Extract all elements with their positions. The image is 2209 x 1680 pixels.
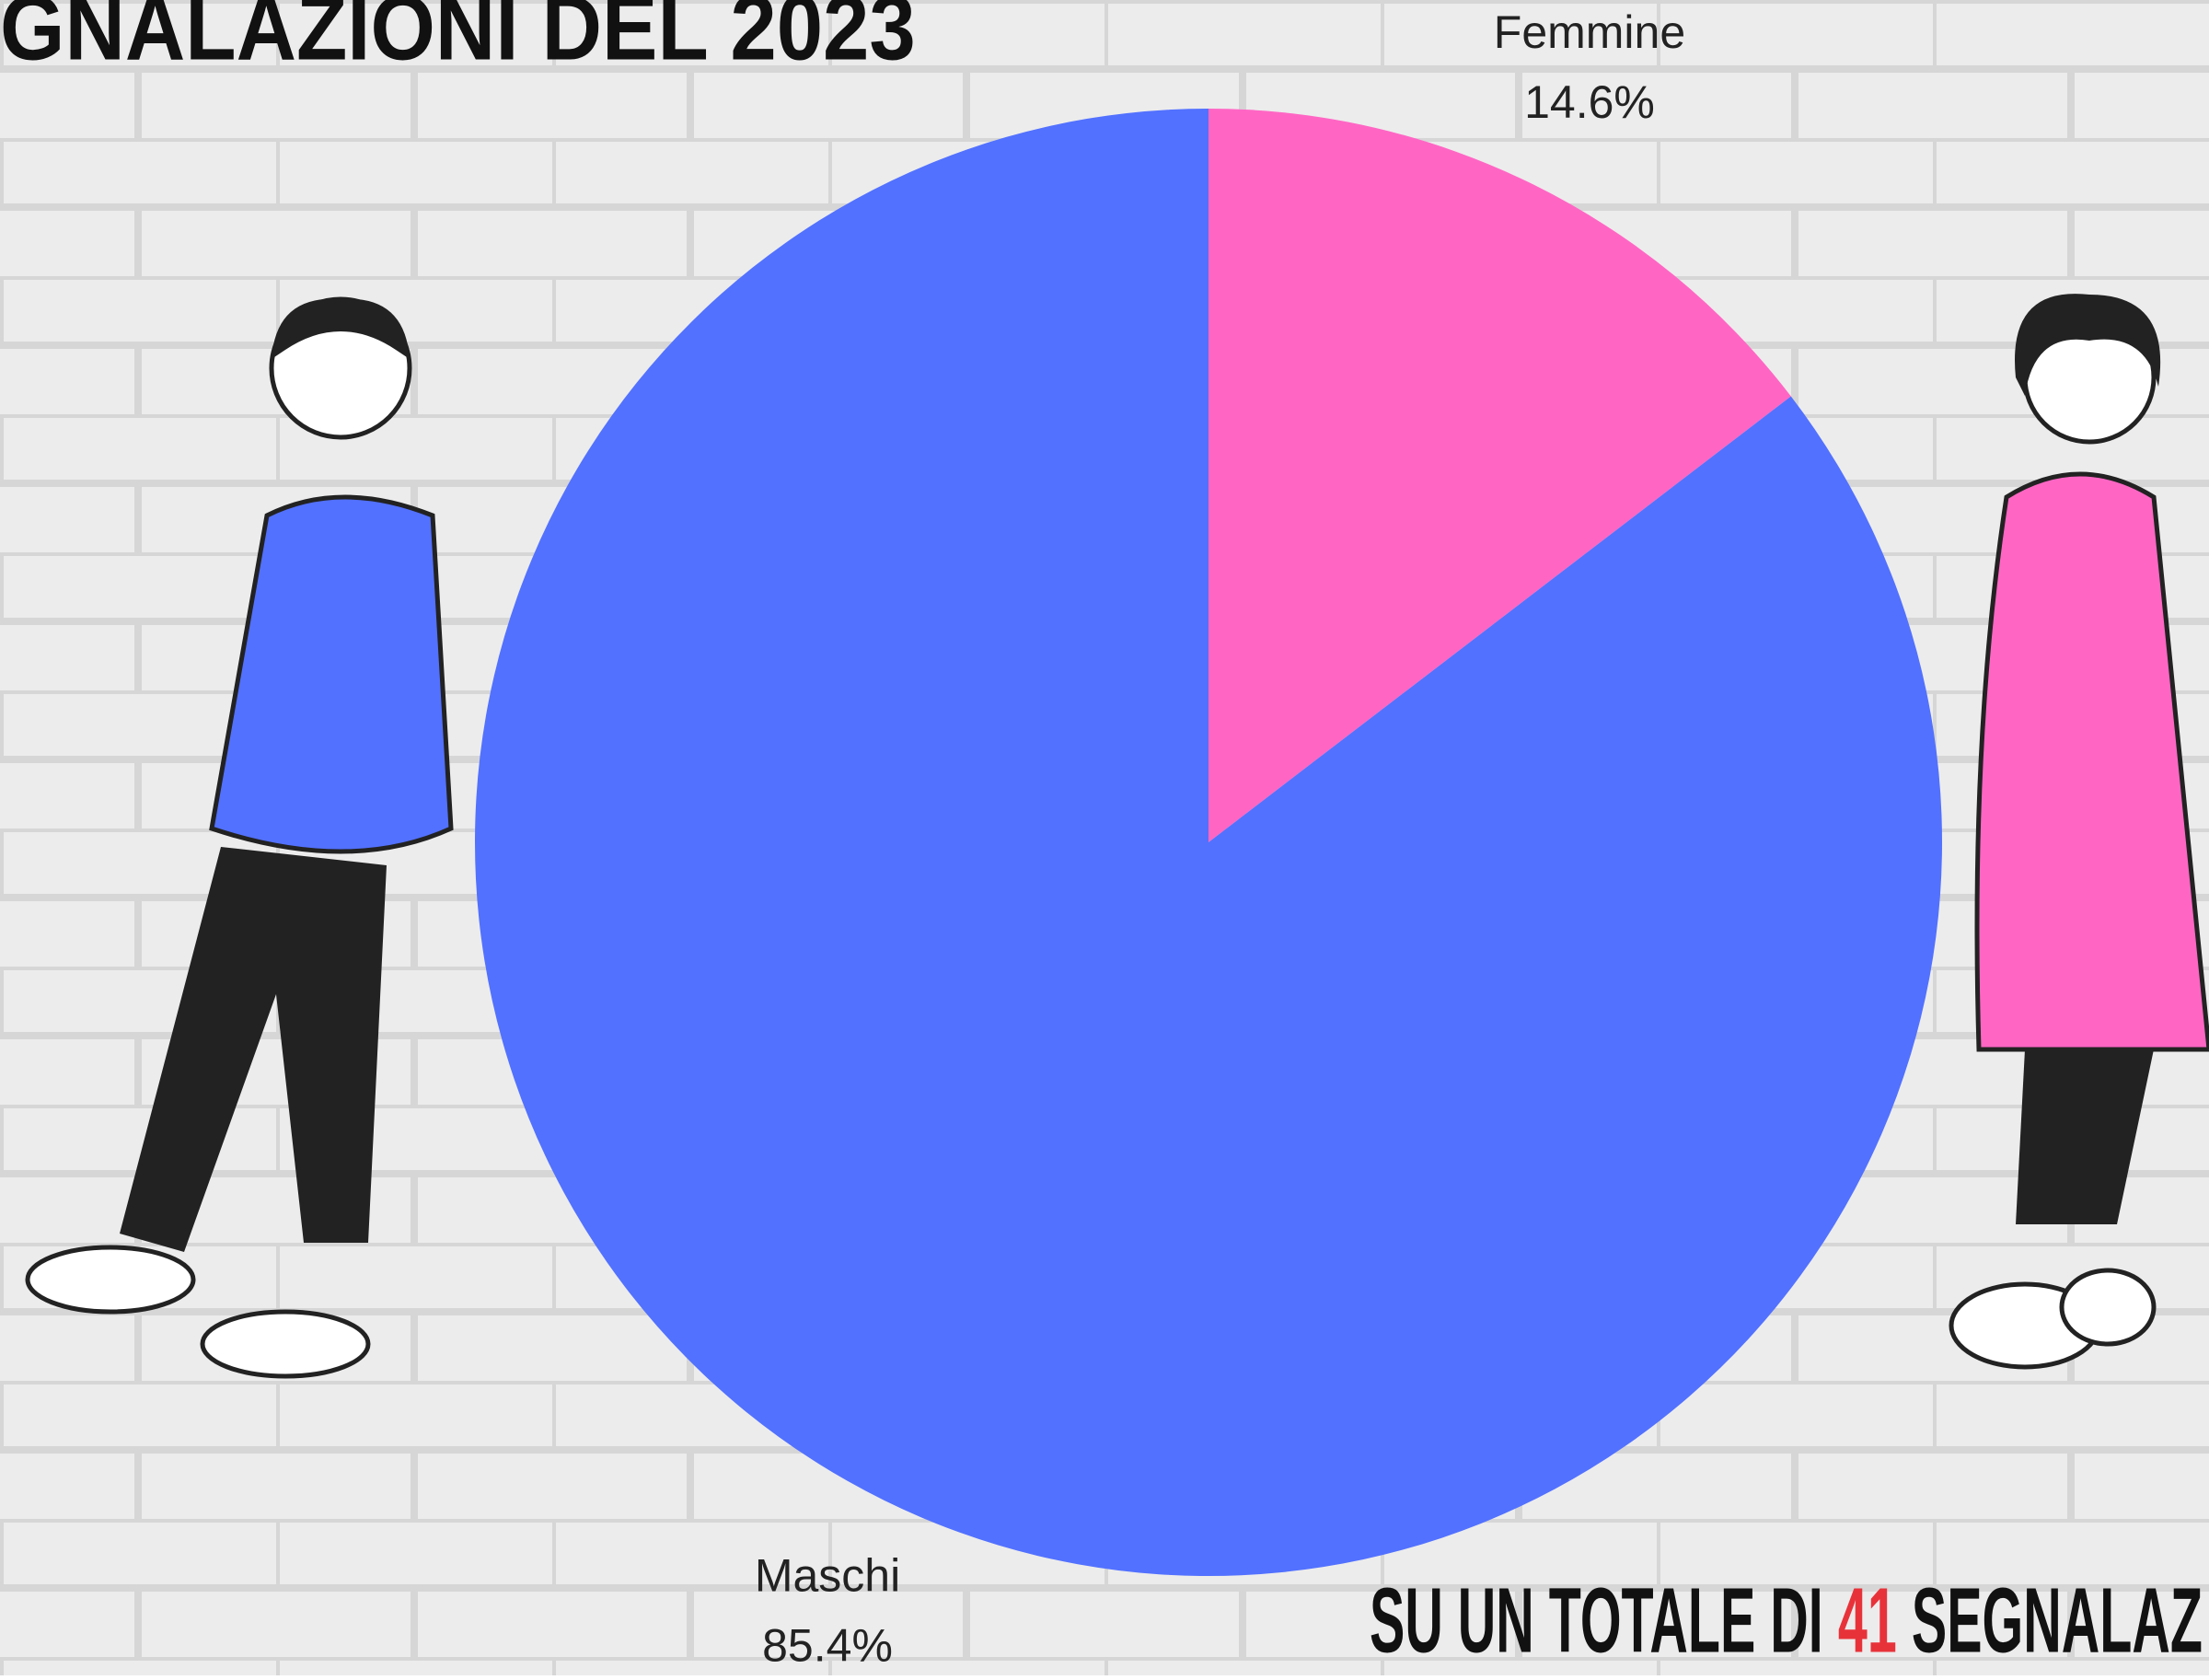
pie: Femmine 14.6% Maschi 85.4% — [475, 6, 1943, 1672]
title-group: GNALAZIONI DEL 2023 — [0, 0, 916, 79]
footer: SU UN TOTALE DI 41 SEGNALAZ — [1370, 1570, 2203, 1673]
pie-slice — [1209, 109, 1791, 842]
pie-slice — [475, 109, 1943, 1576]
illustration-right — [1949, 294, 2209, 1370]
chart-title: GNALAZIONI DEL 2023 — [0, 0, 916, 79]
footer-prefix: SU UN TOTALE DI — [1370, 1570, 1823, 1673]
slice-value-label: 85.4% — [762, 1620, 893, 1672]
footer-total: 41 — [1838, 1570, 1897, 1673]
footer-suffix: SEGNALAZ — [1912, 1570, 2203, 1673]
slice-label: Maschi — [755, 1550, 900, 1602]
slice-value-label: 14.6% — [1524, 76, 1655, 128]
slice-label: Femmine — [1494, 6, 1685, 58]
illustration-left — [25, 296, 454, 1379]
